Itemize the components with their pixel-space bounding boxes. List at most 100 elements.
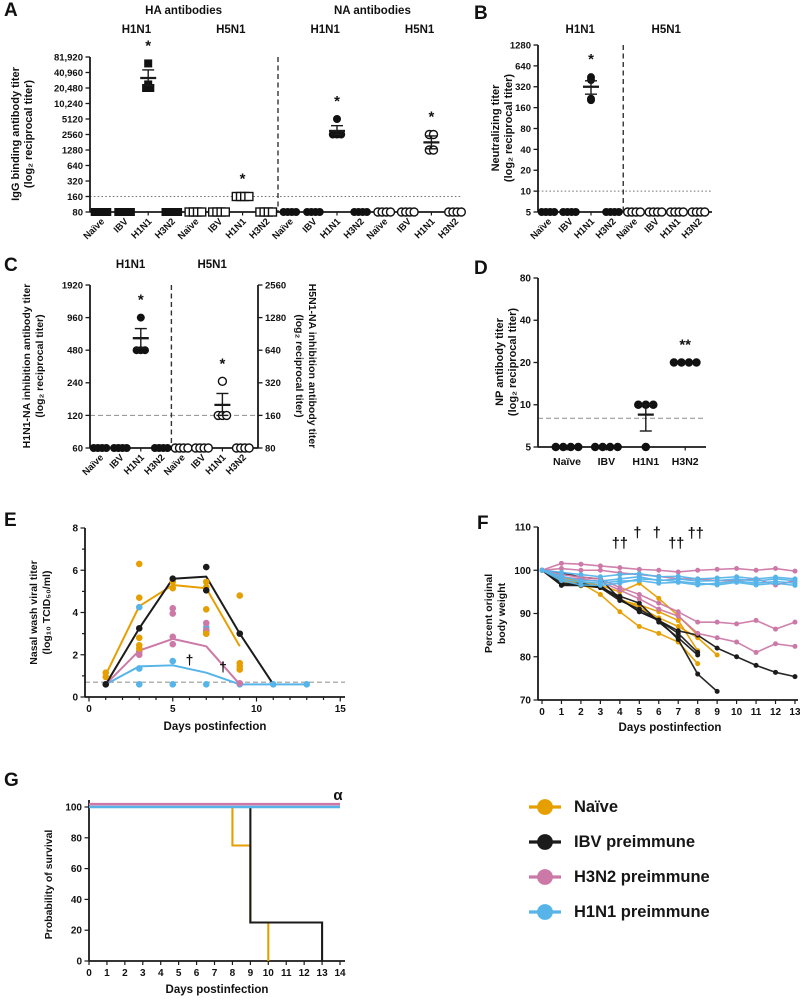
svg-text:NA antibodies: NA antibodies bbox=[334, 5, 411, 17]
svg-text:320: 320 bbox=[67, 176, 83, 187]
svg-text:H5N1: H5N1 bbox=[216, 24, 246, 36]
svg-text:Days postinfection: Days postinfection bbox=[166, 984, 269, 996]
svg-text:H1N1: H1N1 bbox=[413, 216, 438, 241]
panel-d-chart: 5 10 20 40 80 NP antibody titer(log₂ reciproc… bbox=[494, 273, 706, 468]
svg-text:††: †† bbox=[688, 526, 704, 542]
svg-text:Naïve: Naïve bbox=[553, 456, 581, 468]
svg-text:IBV: IBV bbox=[112, 216, 131, 235]
svg-text:320: 320 bbox=[265, 378, 281, 389]
panel-g-label: G bbox=[4, 770, 19, 791]
svg-text:10: 10 bbox=[263, 968, 275, 979]
svg-text:40: 40 bbox=[520, 316, 532, 327]
legend-label-naive: Naïve bbox=[574, 797, 619, 816]
svg-text:5: 5 bbox=[637, 707, 643, 718]
svg-text:0: 0 bbox=[76, 957, 82, 968]
svg-text:*: * bbox=[588, 51, 594, 68]
svg-text:20,480: 20,480 bbox=[54, 83, 83, 94]
svg-text:10: 10 bbox=[520, 187, 531, 198]
svg-text:H1N1: H1N1 bbox=[224, 216, 249, 241]
svg-text:5: 5 bbox=[176, 968, 182, 979]
svg-text:70: 70 bbox=[520, 696, 532, 707]
svg-text:7: 7 bbox=[212, 968, 218, 979]
svg-text:α: α bbox=[333, 787, 343, 804]
svg-text:H1N1: H1N1 bbox=[658, 216, 683, 241]
svg-text:240: 240 bbox=[67, 378, 83, 389]
svg-text:H1N1: H1N1 bbox=[116, 259, 146, 271]
svg-text:Naïve: Naïve bbox=[614, 216, 640, 242]
svg-text:NP antibody titer(log₂ recipro: NP antibody titer(log₂ reciprocal titer) bbox=[494, 308, 519, 417]
legend-marker-ibv bbox=[529, 834, 561, 850]
svg-text:†: † bbox=[219, 659, 227, 675]
svg-text:H1N1: H1N1 bbox=[204, 452, 229, 477]
svg-text:H5N1: H5N1 bbox=[652, 24, 682, 36]
svg-text:160: 160 bbox=[265, 411, 281, 422]
svg-text:80: 80 bbox=[72, 207, 83, 218]
svg-text:2: 2 bbox=[122, 968, 128, 979]
svg-text:H1N1: H1N1 bbox=[122, 24, 152, 36]
panel-b-chart: 5 10 20 40 80 160 320 640 1280 Neutralizing titer… bbox=[490, 24, 712, 242]
svg-text:320: 320 bbox=[515, 82, 531, 93]
svg-text:1280: 1280 bbox=[510, 40, 531, 51]
svg-text:IgG binding antibody titer(log: IgG binding antibody titer(log₂ reciproc… bbox=[10, 66, 35, 201]
svg-text:IBV: IBV bbox=[206, 216, 225, 235]
svg-text:H3N2: H3N2 bbox=[153, 216, 178, 241]
svg-text:*: * bbox=[219, 355, 225, 372]
svg-text:1920: 1920 bbox=[62, 280, 83, 291]
svg-text:8: 8 bbox=[72, 524, 78, 535]
svg-text:H1N1-NA inhibition antibody ti: H1N1-NA inhibition antibody titer(log₂ r… bbox=[21, 284, 46, 449]
svg-text:H1N1: H1N1 bbox=[632, 456, 659, 468]
svg-text:H5N1: H5N1 bbox=[197, 259, 227, 271]
svg-text:Naïve: Naïve bbox=[81, 216, 107, 242]
svg-text:0: 0 bbox=[86, 704, 92, 715]
svg-text:H3N2: H3N2 bbox=[680, 216, 705, 241]
panel-b-label: B bbox=[474, 3, 488, 24]
legend-item-h3n2: H3N2 preimmune bbox=[527, 867, 710, 887]
svg-text:100: 100 bbox=[65, 803, 82, 814]
svg-text:6: 6 bbox=[194, 968, 200, 979]
svg-text:120: 120 bbox=[67, 411, 83, 422]
panel-a-label: A bbox=[4, 0, 18, 21]
svg-text:10: 10 bbox=[251, 704, 263, 715]
panel-c-chart: 60 120 240 480 960 1920 80 160 320 640 1280 2560 H5N… bbox=[21, 259, 318, 478]
svg-text:40: 40 bbox=[71, 895, 83, 906]
svg-text:20: 20 bbox=[71, 926, 83, 937]
svg-text:Days postinfection: Days postinfection bbox=[619, 722, 722, 734]
figure-legend: Naïve IBV preimmune H3N2 preimmune H1N1 … bbox=[527, 797, 710, 937]
svg-text:15: 15 bbox=[335, 704, 347, 715]
legend-marker-naive bbox=[529, 799, 561, 815]
svg-text:640: 640 bbox=[515, 61, 531, 72]
svg-text:H3N2: H3N2 bbox=[142, 452, 167, 477]
legend-item-h1n1: H1N1 preimmune bbox=[527, 902, 710, 922]
svg-text:9: 9 bbox=[248, 968, 254, 979]
svg-text:80: 80 bbox=[71, 833, 83, 844]
legend-marker-h3n2 bbox=[529, 869, 561, 885]
svg-text:80: 80 bbox=[520, 273, 532, 284]
legend-label-ibv: IBV preimmune bbox=[574, 832, 696, 851]
svg-text:†: † bbox=[186, 651, 194, 667]
svg-text:H3N2: H3N2 bbox=[247, 216, 272, 241]
svg-text:100: 100 bbox=[514, 566, 531, 577]
svg-text:IBV: IBV bbox=[395, 216, 414, 235]
svg-text:9: 9 bbox=[714, 707, 720, 718]
svg-text:20: 20 bbox=[520, 358, 532, 369]
svg-text:4: 4 bbox=[72, 608, 78, 619]
svg-text:480: 480 bbox=[67, 346, 83, 357]
svg-text:*: * bbox=[138, 292, 144, 309]
svg-text:81,920: 81,920 bbox=[54, 52, 83, 63]
svg-text:160: 160 bbox=[515, 103, 531, 114]
svg-text:40,960: 40,960 bbox=[54, 68, 83, 79]
svg-text:H1N1: H1N1 bbox=[129, 216, 154, 241]
svg-text:1: 1 bbox=[559, 707, 565, 718]
panel-a-chart: 80 160 320 640 1280 2560 5120 10,240 20,480 40,96… bbox=[10, 5, 466, 242]
svg-text:110: 110 bbox=[515, 523, 532, 534]
panel-c-label: C bbox=[4, 255, 18, 276]
panel-e-label: E bbox=[4, 510, 17, 531]
svg-text:3: 3 bbox=[598, 707, 604, 718]
svg-text:Percent originalbody weight: Percent originalbody weight bbox=[483, 574, 508, 653]
svg-text:20: 20 bbox=[520, 166, 531, 177]
svg-text:640: 640 bbox=[265, 346, 281, 357]
svg-text:0: 0 bbox=[86, 968, 92, 979]
